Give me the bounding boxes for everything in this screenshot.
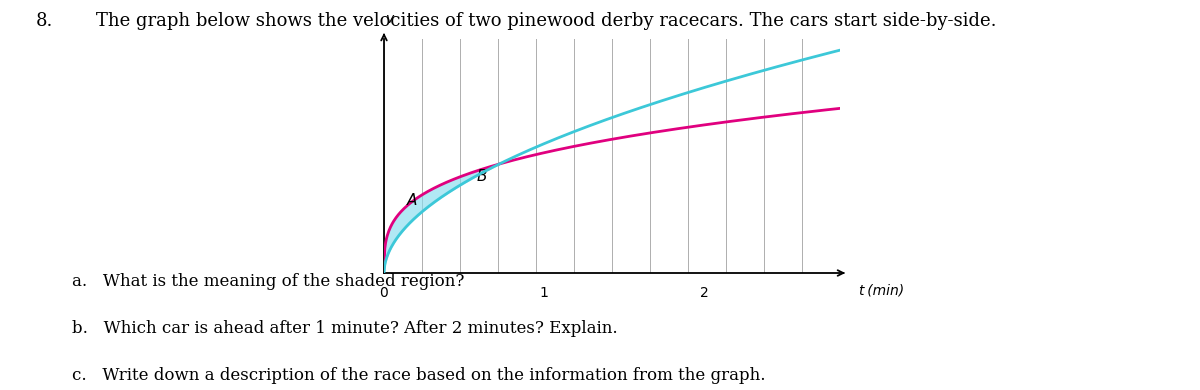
Text: 8.: 8. — [36, 12, 53, 30]
Text: 2: 2 — [700, 286, 708, 300]
Text: v: v — [386, 12, 395, 26]
Text: 1: 1 — [540, 286, 548, 300]
Text: c.   Write down a description of the race based on the information from the grap: c. Write down a description of the race … — [72, 367, 766, 384]
Text: b.   Which car is ahead after 1 minute? After 2 minutes? Explain.: b. Which car is ahead after 1 minute? Af… — [72, 320, 618, 337]
Text: t (min): t (min) — [859, 284, 905, 298]
Text: A: A — [407, 193, 418, 207]
Text: a.   What is the meaning of the shaded region?: a. What is the meaning of the shaded reg… — [72, 273, 464, 290]
Text: The graph below shows the velocities of two pinewood derby racecars. The cars st: The graph below shows the velocities of … — [96, 12, 996, 30]
Text: B: B — [476, 169, 487, 184]
Text: 0: 0 — [379, 286, 389, 300]
